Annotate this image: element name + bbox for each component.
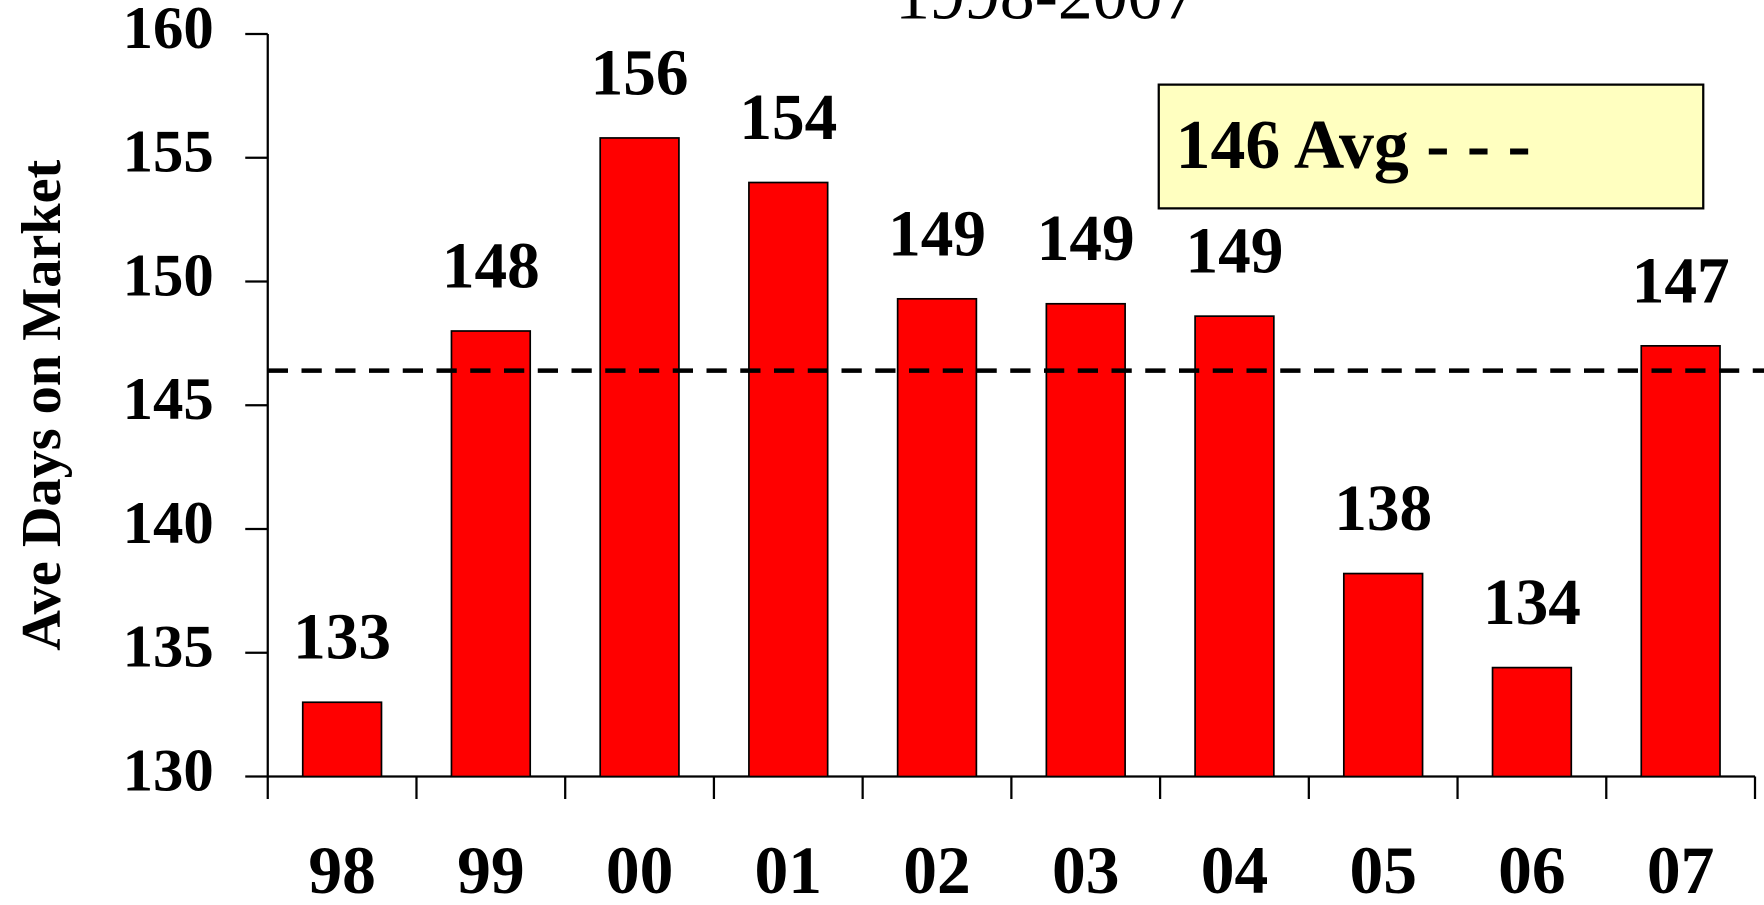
value-label: 147 <box>1632 245 1730 317</box>
x-tick-label: 03 <box>1052 833 1120 905</box>
y-tick-label: 160 <box>123 0 214 62</box>
y-tick-label: 135 <box>123 614 214 681</box>
value-label: 138 <box>1334 473 1432 545</box>
x-tick-label: 01 <box>755 833 823 905</box>
value-label: 148 <box>442 230 540 302</box>
value-label: 154 <box>739 82 837 154</box>
chart: 1998-2007 Ave Days on Market 146 Avg - -… <box>0 0 1764 905</box>
value-label: 156 <box>591 37 689 109</box>
value-label: 149 <box>1037 203 1135 275</box>
average-label: 146 Avg - - - <box>1176 107 1531 184</box>
bar <box>1344 574 1423 777</box>
bar <box>1493 668 1572 777</box>
y-tick-label: 140 <box>123 490 214 557</box>
x-tick-label: 04 <box>1201 833 1269 905</box>
x-tick-label: 00 <box>606 833 674 905</box>
bar <box>451 331 530 777</box>
y-axis-label: Ave Days on Market <box>11 159 73 650</box>
bar <box>749 183 828 777</box>
bar <box>303 702 382 776</box>
value-label: 134 <box>1483 567 1581 639</box>
value-label: 149 <box>888 198 986 270</box>
value-label: 133 <box>293 602 391 674</box>
x-tick-label: 98 <box>308 833 376 905</box>
x-tick-label: 02 <box>903 833 971 905</box>
chart-title: 1998-2007 <box>895 0 1197 35</box>
bar <box>1195 316 1274 776</box>
y-tick-label: 150 <box>123 242 214 309</box>
x-tick-label: 07 <box>1647 833 1715 905</box>
bar <box>1046 304 1125 777</box>
value-label: 149 <box>1186 216 1284 288</box>
x-tick-label: 99 <box>457 833 525 905</box>
bar <box>1641 346 1720 777</box>
y-tick-label: 145 <box>123 366 214 433</box>
x-tick-label: 06 <box>1498 833 1566 905</box>
y-tick-label: 130 <box>123 737 214 804</box>
y-tick-label: 155 <box>123 119 214 186</box>
x-tick-label: 05 <box>1349 833 1417 905</box>
bar <box>600 138 679 777</box>
